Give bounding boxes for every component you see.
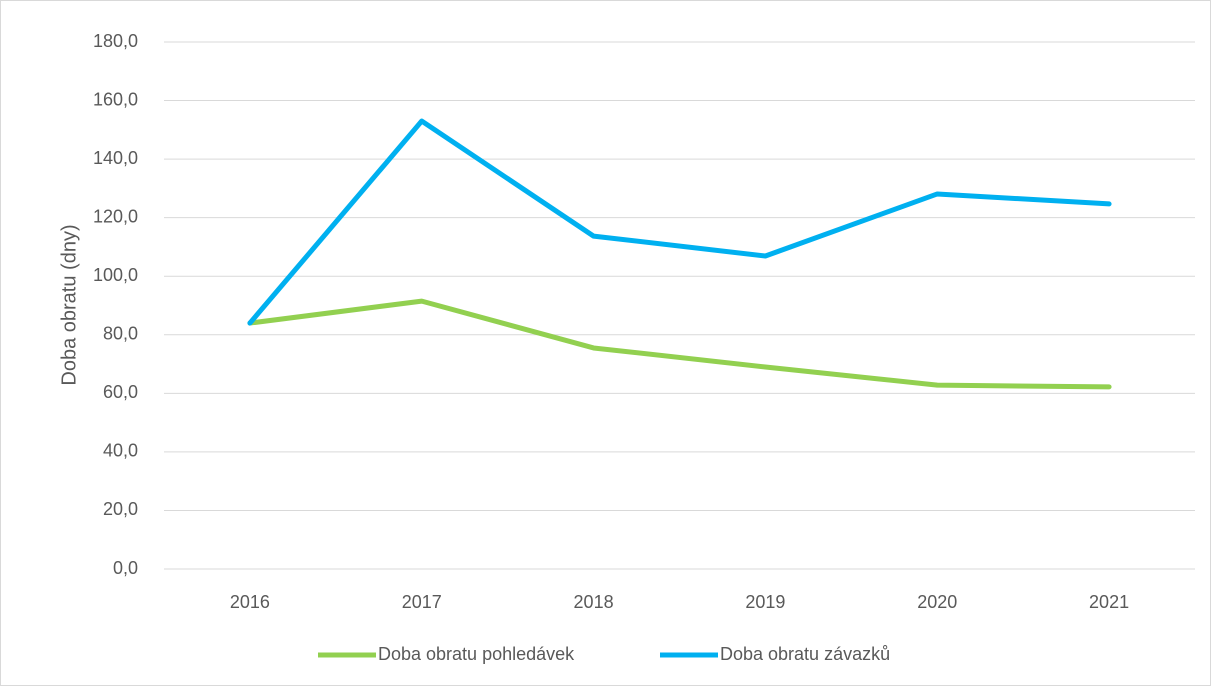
x-tick-label: 2018 [574,592,614,612]
y-tick-label: 140,0 [93,148,138,168]
y-tick-label: 180,0 [93,31,138,51]
y-tick-label: 100,0 [93,265,138,285]
data-line [247,298,1112,390]
x-tick-label: 2017 [402,592,442,612]
y-axis-title: Doba obratu (dny) [58,224,80,385]
x-tick-label: 2016 [230,592,270,612]
data-line [247,118,1112,326]
y-tick-label: 120,0 [93,206,138,226]
y-tick-label: 160,0 [93,89,138,109]
x-tick-label: 2019 [745,592,785,612]
x-tick-label: 2021 [1089,592,1129,612]
y-tick-label: 20,0 [103,499,138,519]
y-tick-label: 40,0 [103,441,138,461]
legend-label: Doba obratu pohledávek [378,644,575,664]
y-tick-label: 80,0 [103,324,138,344]
x-tick-label: 2020 [917,592,957,612]
legend-label: Doba obratu závazků [720,644,890,664]
y-tick-label: 0,0 [113,558,138,578]
y-tick-label: 60,0 [103,382,138,402]
